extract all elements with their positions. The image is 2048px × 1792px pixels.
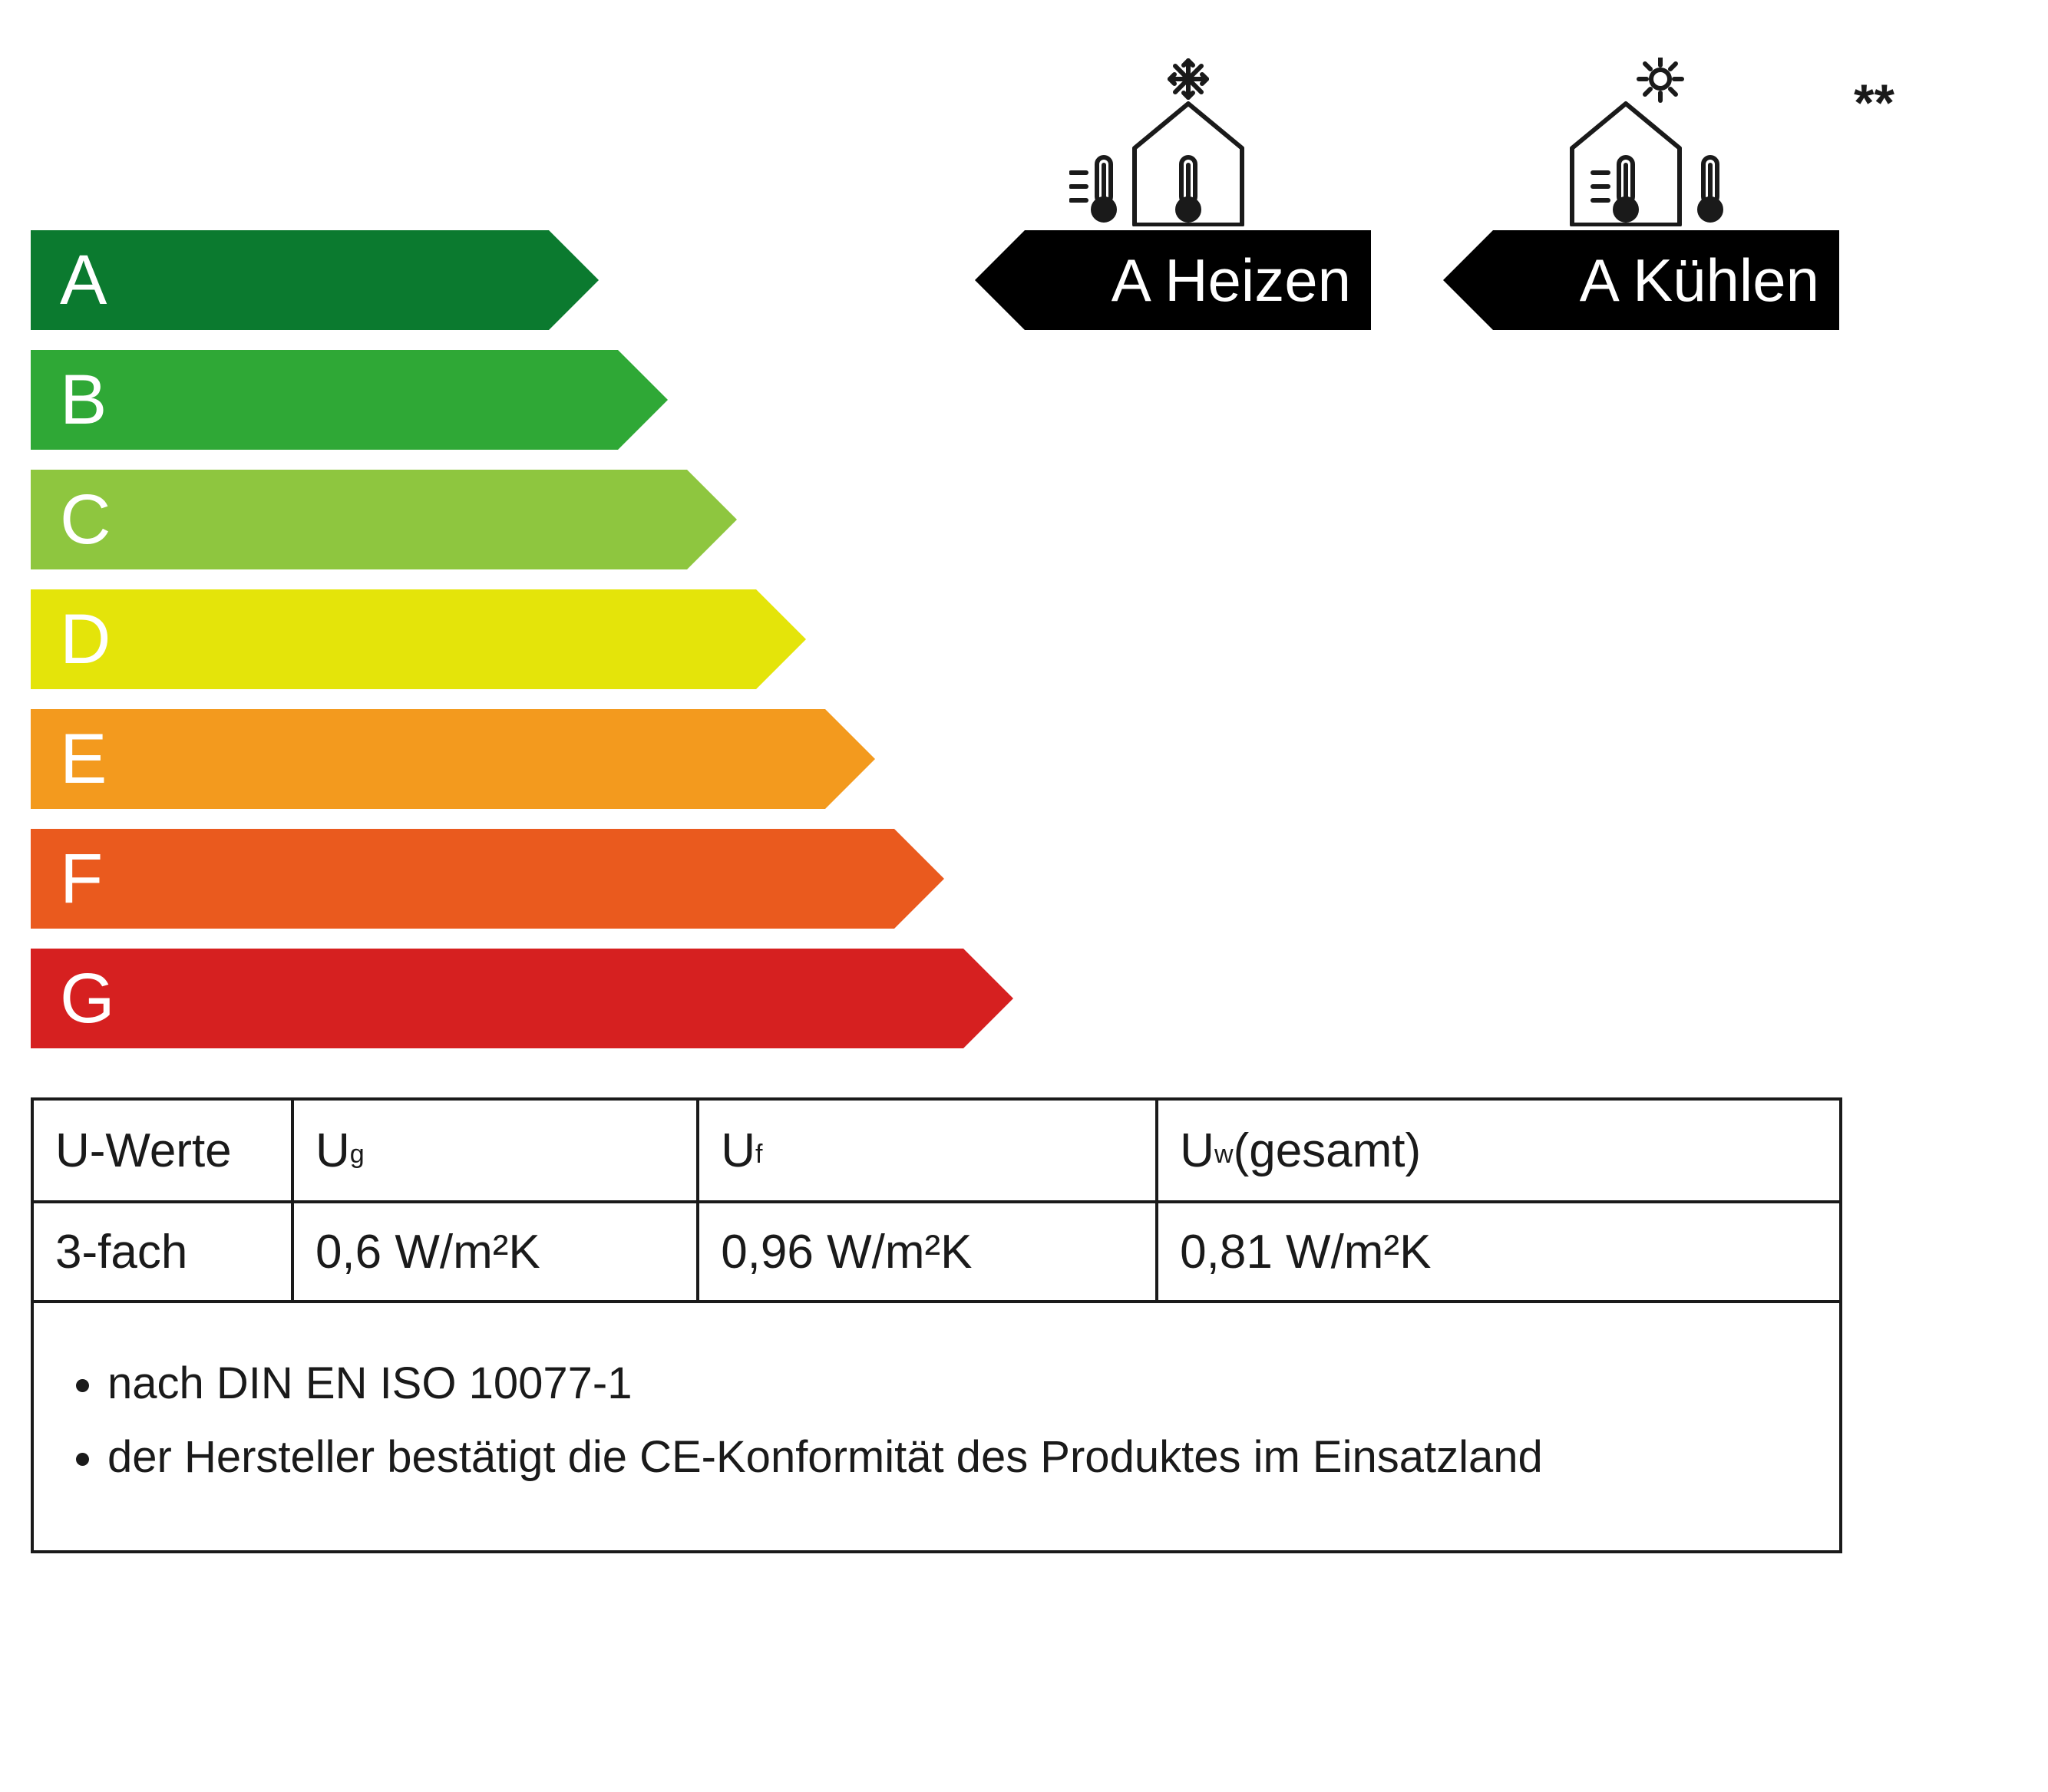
rating-indicator-cooling-label: A Kühlen [1580,246,1819,315]
energy-class-bar-body [31,350,668,450]
energy-class-bar-body [31,949,1013,1048]
energy-class-letter: A [60,245,107,315]
energy-class-letter: F [60,843,103,914]
energy-class-letter: C [60,484,111,555]
energy-class-bar-body [31,589,806,689]
footer-bullet: der Hersteller bestätigt die CE-Konformi… [107,1423,1802,1497]
u-values-table: U-Werte Ug Uf Uw (gesamt) 3-fach 0,6 W/m… [31,1097,1842,1553]
rating-indicator-cooling: A Kühlen [1443,230,1839,330]
table-header-uw: Uw (gesamt) [1158,1101,1839,1200]
house-sun-icon [1538,58,1745,230]
rating-indicator-heating: A Heizen [975,230,1371,330]
table-cell-uw: 0,81 W/m²K [1158,1203,1839,1300]
table-footer: nach DIN EN ISO 10077-1 der Hersteller b… [34,1300,1839,1550]
energy-class-bar-e: E [31,709,875,809]
energy-class-bar-f: F [31,829,944,929]
table-header-ug: Ug [294,1101,699,1200]
energy-class-bar-g: G [31,949,1013,1048]
energy-class-letter: G [60,963,115,1034]
table-cell-glazing: 3-fach [34,1203,294,1300]
energy-class-bar-d: D [31,589,806,689]
asterisks-note-marker: ** [1854,73,1894,133]
table-cell-uf: 0,96 W/m²K [699,1203,1158,1300]
house-snowflake-icon [1069,58,1277,230]
rating-indicator-heating-label: A Heizen [1112,246,1351,315]
energy-class-bar-body [31,230,599,330]
energy-class-bar-body [31,829,944,929]
energy-class-letter: D [60,604,111,675]
table-data-row: 3-fach 0,6 W/m²K 0,96 W/m²K 0,81 W/m²K [34,1200,1839,1300]
energy-class-letter: B [60,365,107,435]
energy-class-bar-b: B [31,350,668,450]
energy-class-bar-body [31,470,737,569]
rating-indicator-cooling-tab: A Kühlen [1443,230,1839,330]
energy-class-bar-c: C [31,470,737,569]
table-header-uf: Uf [699,1101,1158,1200]
energy-label-canvas: A Heizen [0,0,2048,1792]
energy-class-letter: E [60,724,107,794]
table-cell-ug: 0,6 W/m²K [294,1203,699,1300]
table-header-row: U-Werte Ug Uf Uw (gesamt) [34,1101,1839,1200]
energy-class-bar-a: A [31,230,599,330]
table-header-label: U-Werte [34,1101,294,1200]
footer-bullet: nach DIN EN ISO 10077-1 [107,1349,1802,1423]
energy-class-bar-body [31,709,875,809]
rating-indicator-heating-tab: A Heizen [975,230,1371,330]
